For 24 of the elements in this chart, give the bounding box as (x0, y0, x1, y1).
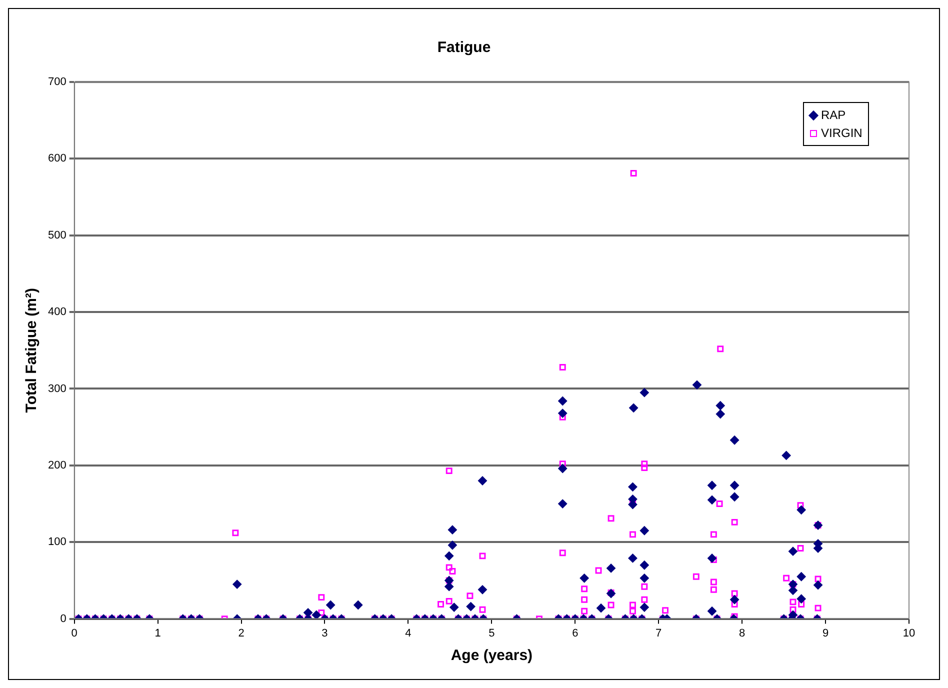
x-tick-label: 2 (238, 627, 244, 640)
y-tick-label: 300 (48, 382, 66, 395)
y-tick-label: 500 (48, 229, 66, 242)
x-tick-label: 0 (71, 627, 78, 640)
x-tick-label: 10 (902, 627, 916, 640)
x-tick-label: 5 (488, 627, 495, 640)
legend-label: VIRGIN (821, 125, 862, 142)
x-tick-label: 4 (405, 627, 412, 640)
x-tick-label: 7 (656, 627, 662, 640)
y-tick-label: 200 (48, 459, 66, 472)
y-tick-label: 0 (60, 612, 66, 625)
x-tick-label: 3 (322, 627, 328, 640)
x-axis-title: Age (years) (450, 647, 533, 664)
y-tick-label: 600 (48, 152, 66, 165)
x-tick-label: 8 (739, 627, 746, 640)
y-tick-label: 700 (48, 76, 66, 88)
x-tick-label: 9 (822, 627, 829, 640)
chart-title: Fatigue (437, 39, 491, 56)
y-tick-label: 100 (48, 536, 66, 548)
x-tick-label: 1 (154, 627, 161, 640)
y-axis-title: Total Fatigue (m²) (23, 288, 40, 413)
y-tick-label: 400 (48, 306, 66, 318)
legend-label: RAP (821, 107, 846, 124)
x-tick-label: 6 (572, 627, 578, 640)
